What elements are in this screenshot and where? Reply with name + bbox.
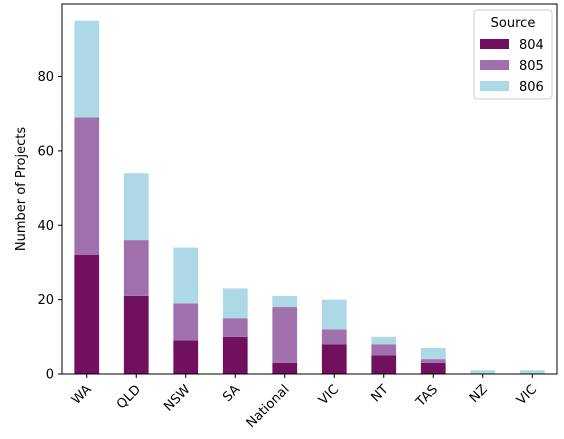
- x-tick-label: NSW: [161, 382, 194, 415]
- x-tick-label: WA: [69, 382, 95, 408]
- bar-806-nz: [470, 370, 496, 374]
- x-tick-label: VIC: [316, 382, 342, 408]
- bar-806-sa: [222, 288, 248, 319]
- legend-swatch-806: [480, 81, 509, 91]
- bar-805-tas: [420, 359, 446, 363]
- x-axis-ticks: WA QLD NSW SA National VIC NT TAS NZ VIC: [69, 374, 540, 431]
- y-tick-label: 0: [46, 368, 54, 383]
- bar-804-nsw: [173, 340, 199, 374]
- y-tick-label: 60: [37, 144, 54, 159]
- legend-title: Source: [491, 16, 536, 31]
- bar-804-wa: [74, 255, 100, 374]
- bar-806-nsw: [173, 247, 199, 304]
- bar-805-qld: [123, 240, 149, 296]
- x-tick-label: VIC: [514, 382, 540, 408]
- bar-805-wa: [74, 117, 100, 256]
- bar-804-sa: [222, 336, 248, 374]
- bar-804-nt: [371, 355, 397, 374]
- y-tick-label: 80: [37, 70, 54, 85]
- y-tick-label: 20: [37, 293, 54, 308]
- bar-805-nsw: [173, 303, 199, 341]
- x-tick-label: National: [244, 382, 293, 431]
- legend-label-805: 805: [519, 59, 544, 74]
- legend-frame: [473, 9, 553, 100]
- bar-804-tas: [420, 362, 446, 374]
- legend-swatch-804: [480, 39, 509, 49]
- x-tick-label: TAS: [413, 382, 441, 410]
- y-tick-label: 40: [37, 219, 54, 234]
- y-axis-label: Number of Projects: [14, 127, 29, 251]
- bar-805-vic: [321, 329, 347, 345]
- legend: Source 804 805 806: [473, 9, 553, 100]
- plot-frame: [61, 3, 558, 375]
- bar-804-qld: [123, 295, 149, 374]
- legend-label-804: 804: [519, 38, 544, 53]
- bar-805-nt: [371, 344, 397, 356]
- bar-806-nt: [371, 336, 397, 345]
- x-tick-label: QLD: [114, 382, 144, 412]
- bar-806-qld: [123, 173, 149, 241]
- bar-805-national: [272, 307, 298, 363]
- bar-806-national: [272, 295, 298, 308]
- x-tick-label: NZ: [467, 382, 491, 406]
- y-axis-ticks: 0 20 40 60 80: [37, 70, 62, 383]
- bar-806-vic: [519, 370, 545, 374]
- legend-label-806: 806: [519, 80, 544, 95]
- bar-804-national: [272, 362, 298, 374]
- bar-805-sa: [222, 318, 248, 337]
- bar-804-vic: [321, 344, 347, 374]
- bar-806-vic: [321, 299, 347, 330]
- legend-swatch-805: [480, 60, 509, 70]
- x-tick-label: SA: [220, 382, 243, 405]
- bars-group: [74, 20, 545, 374]
- bar-806-tas: [420, 347, 446, 360]
- bar-806-wa: [74, 20, 100, 118]
- legend-items: 804 805 806: [480, 38, 544, 95]
- x-tick-label: NT: [368, 382, 391, 405]
